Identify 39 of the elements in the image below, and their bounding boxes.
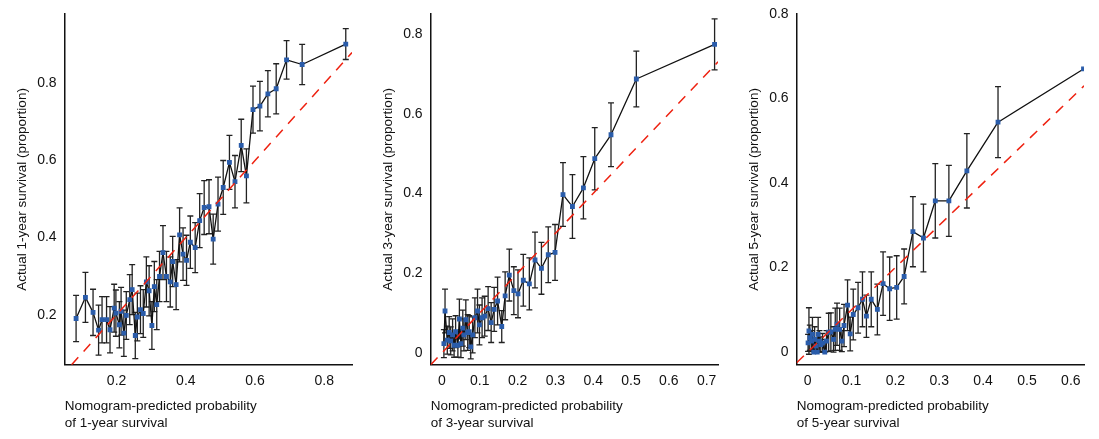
x-tick-label: 0.3 [929,372,950,389]
y-axis-title: Actual 1-year survival (proportion) [13,88,29,291]
x-tick-label: 0.6 [245,372,266,389]
y-tick-label: 0.6 [403,104,423,121]
x-axis-title: Nomogram-predicted probability of 5-year survival [796,398,989,430]
x-tick-label: 0.5 [1017,372,1037,389]
x-tick-label: 0.5 [621,372,641,389]
y-axis-title: Actual 5-year survival (proportion) [745,88,761,291]
x-tick-label: 0 [803,372,812,389]
x-axis-title: Nomogram-predicted probability of 3-year survival [430,398,623,430]
x-tick-label: 0.4 [973,372,994,389]
y-tick-label: 0.6 [769,89,789,106]
x-tick-label: 0.1 [841,372,862,389]
x-tick-label: 0 [438,372,447,389]
x-tick-label: 0.2 [507,372,528,389]
y-tick-label: 0.4 [403,184,423,201]
x-tick-label: 0.7 [696,372,717,389]
y-tick-label: 0 [780,342,789,359]
y-tick-label: 0.8 [37,74,57,91]
y-tick-label: 0.6 [37,151,57,168]
x-axis-title: Nomogram-predicted probability of 1-year survival [64,398,257,430]
y-tick-label: 0.4 [769,173,789,190]
y-tick-label: 0.2 [37,305,57,322]
x-tick-label: 0.4 [176,372,196,389]
x-tick-label: 0.1 [470,372,490,389]
x-tick-label: 0.2 [885,372,906,389]
y-tick-label: 0.2 [403,263,423,280]
x-tick-label: 0.8 [314,372,335,389]
x-tick-label: 0.6 [1061,372,1081,389]
y-tick-label: 0.4 [37,228,57,245]
y-axis-title: Actual 3-year survival (proportion) [379,88,395,291]
x-tick-label: 0.6 [659,372,679,389]
x-tick-label: 0.2 [106,372,127,389]
y-tick-label: 0.2 [769,258,789,275]
y-tick-label: 0.8 [403,24,423,41]
x-tick-label: 0.3 [545,372,566,389]
y-tick-label: 0 [414,343,423,360]
x-tick-label: 0.4 [583,372,604,389]
y-tick-label: 0.8 [769,4,789,21]
